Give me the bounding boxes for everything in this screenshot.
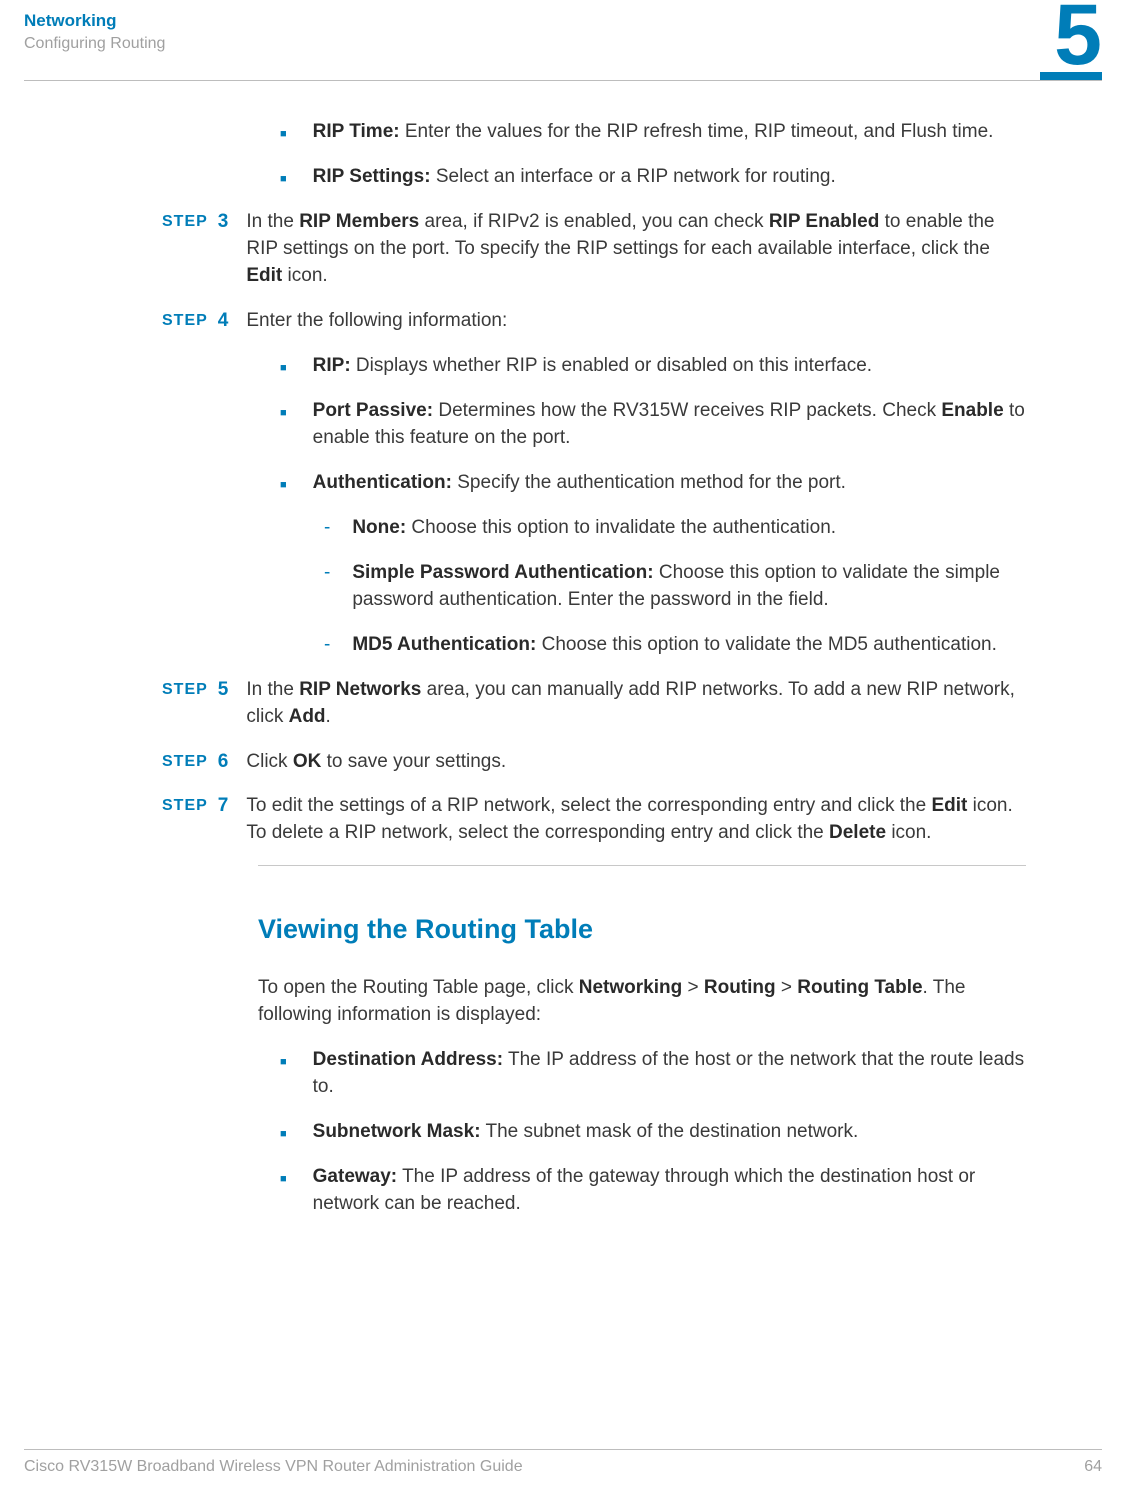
step-text: Enter the following information:	[246, 308, 1026, 335]
sub-text: Simple Password Authentication: Choose t…	[352, 560, 1026, 614]
bullet-item: ■ Gateway: The IP address of the gateway…	[280, 1164, 1026, 1218]
bullet-item: ■ Destination Address: The IP address of…	[280, 1047, 1026, 1101]
bullet-icon: ■	[280, 361, 287, 380]
bullet-icon: ■	[280, 1172, 287, 1218]
bullet-item: ■ RIP Time: Enter the values for the RIP…	[280, 119, 1026, 146]
sub-item: - MD5 Authentication: Choose this option…	[324, 632, 1026, 659]
chapter-accent	[1040, 72, 1102, 80]
bullet-text: Subnetwork Mask: The subnet mask of the …	[313, 1119, 1026, 1146]
section-divider	[258, 865, 1026, 866]
footer-guide: Cisco RV315W Broadband Wireless VPN Rout…	[24, 1458, 523, 1476]
step-5: STEP 5 In the RIP Networks area, you can…	[162, 677, 1026, 731]
step-3: STEP 3 In the RIP Members area, if RIPv2…	[162, 209, 1026, 290]
step-label: STEP	[162, 679, 208, 731]
bullet-text: RIP: Displays whether RIP is enabled or …	[313, 353, 1026, 380]
bullet-item: ■ Authentication: Specify the authentica…	[280, 470, 1026, 497]
sub-text: None: Choose this option to invalidate t…	[352, 515, 1026, 542]
step-label: STEP	[162, 751, 208, 776]
step-text: Click OK to save your settings.	[246, 749, 1026, 776]
chapter-number: 5	[1054, 0, 1102, 78]
step-text: In the RIP Networks area, you can manual…	[246, 677, 1026, 731]
step-number: 5	[218, 677, 229, 731]
bullet-item: ■ Port Passive: Determines how the RV315…	[280, 398, 1026, 452]
bullet-item: ■ RIP: Displays whether RIP is enabled o…	[280, 353, 1026, 380]
step-number: 4	[218, 308, 229, 335]
bullet-icon: ■	[280, 478, 287, 497]
step-label: STEP	[162, 795, 208, 847]
step-6: STEP 6 Click OK to save your settings.	[162, 749, 1026, 776]
bullet-text: Port Passive: Determines how the RV315W …	[313, 398, 1026, 452]
step-7: STEP 7 To edit the settings of a RIP net…	[162, 793, 1026, 847]
sub-text: MD5 Authentication: Choose this option t…	[352, 632, 1026, 659]
page-content: ■ RIP Time: Enter the values for the RIP…	[0, 81, 1126, 1256]
section-intro: To open the Routing Table page, click Ne…	[258, 975, 1026, 1029]
header-title: Networking	[24, 10, 1102, 32]
section-heading: Viewing the Routing Table	[258, 910, 1026, 948]
sub-item: - Simple Password Authentication: Choose…	[324, 560, 1026, 614]
bullet-icon: ■	[280, 406, 287, 452]
bullet-item: ■ RIP Settings: Select an interface or a…	[280, 164, 1026, 191]
step-label: STEP	[162, 211, 208, 290]
dash-icon: -	[324, 560, 330, 614]
bullet-text: Gateway: The IP address of the gateway t…	[313, 1164, 1026, 1218]
footer-page: 64	[1084, 1458, 1102, 1476]
sub-item: - None: Choose this option to invalidate…	[324, 515, 1026, 542]
bullet-icon: ■	[280, 1127, 287, 1146]
bullet-item: ■ Subnetwork Mask: The subnet mask of th…	[280, 1119, 1026, 1146]
bullet-text: RIP Settings: Select an interface or a R…	[313, 164, 1026, 191]
step-text: In the RIP Members area, if RIPv2 is ena…	[246, 209, 1026, 290]
bullet-text: Destination Address: The IP address of t…	[313, 1047, 1026, 1101]
step-4: STEP 4 Enter the following information:	[162, 308, 1026, 335]
dash-icon: -	[324, 515, 330, 542]
bullet-text: RIP Time: Enter the values for the RIP r…	[313, 119, 1026, 146]
page-header: Networking Configuring Routing 5	[0, 0, 1126, 80]
header-subtitle: Configuring Routing	[24, 34, 1102, 55]
step-text: To edit the settings of a RIP network, s…	[246, 793, 1026, 847]
footer-rule	[24, 1449, 1102, 1450]
step-number: 7	[218, 793, 229, 847]
bullet-icon: ■	[280, 172, 287, 191]
bullet-icon: ■	[280, 1055, 287, 1101]
step-number: 3	[218, 209, 229, 290]
step-label: STEP	[162, 310, 208, 335]
bullet-text: Authentication: Specify the authenticati…	[313, 470, 1026, 497]
step-number: 6	[218, 749, 229, 776]
dash-icon: -	[324, 632, 330, 659]
page-footer: Cisco RV315W Broadband Wireless VPN Rout…	[24, 1449, 1102, 1476]
bullet-icon: ■	[280, 127, 287, 146]
